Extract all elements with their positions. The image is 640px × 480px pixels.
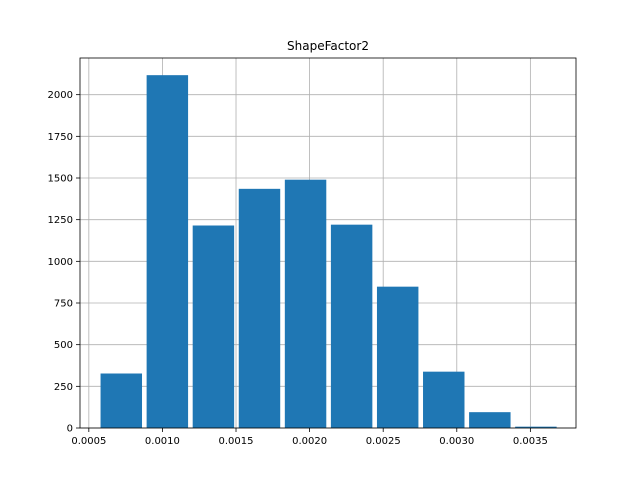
x-tick-label: 0.0025 [366,436,401,447]
histogram-bar [284,179,327,428]
x-axis: 0.0005 0.0010 0.0015 0.0020 0.0025 0.0030 0.00… [71,428,548,447]
histogram-bar [330,224,373,428]
y-tick-label: 1250 [48,215,73,226]
y-tick-label: 1500 [48,174,73,185]
chart-title: ShapeFactor2 [287,39,369,53]
y-tick-label: 1000 [48,257,73,268]
histogram-bar [469,412,511,428]
x-tick-label: 0.0015 [219,436,254,447]
y-tick-label: 250 [54,382,73,393]
histogram-bar [146,75,189,429]
x-tick-label: 0.0010 [145,436,180,447]
x-tick-label: 0.0035 [513,436,548,447]
y-tick-label: 0 [67,424,73,435]
x-tick-label: 0.0020 [292,436,327,447]
y-axis: 0 250 500 750 1000 1250 1500 1750 2000 [48,90,80,435]
histogram-bar [515,426,557,428]
plot-area-frame [79,57,577,429]
histogram-bar [376,286,419,428]
y-tick-label: 2000 [48,90,73,101]
histogram-bars [100,75,557,429]
histogram-bar [238,188,281,428]
histogram-bar [423,371,465,428]
y-tick-label: 1750 [48,132,73,143]
y-tick-label: 500 [54,340,73,351]
histogram-bar [192,225,235,428]
histogram-bar [100,373,143,428]
x-tick-label: 0.0005 [71,436,106,447]
x-tick-label: 0.0030 [439,436,474,447]
y-tick-label: 750 [54,299,73,310]
